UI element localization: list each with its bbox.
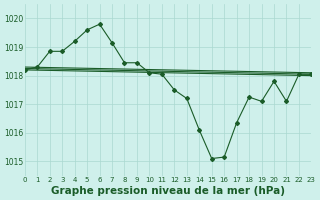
- X-axis label: Graphe pression niveau de la mer (hPa): Graphe pression niveau de la mer (hPa): [51, 186, 285, 196]
